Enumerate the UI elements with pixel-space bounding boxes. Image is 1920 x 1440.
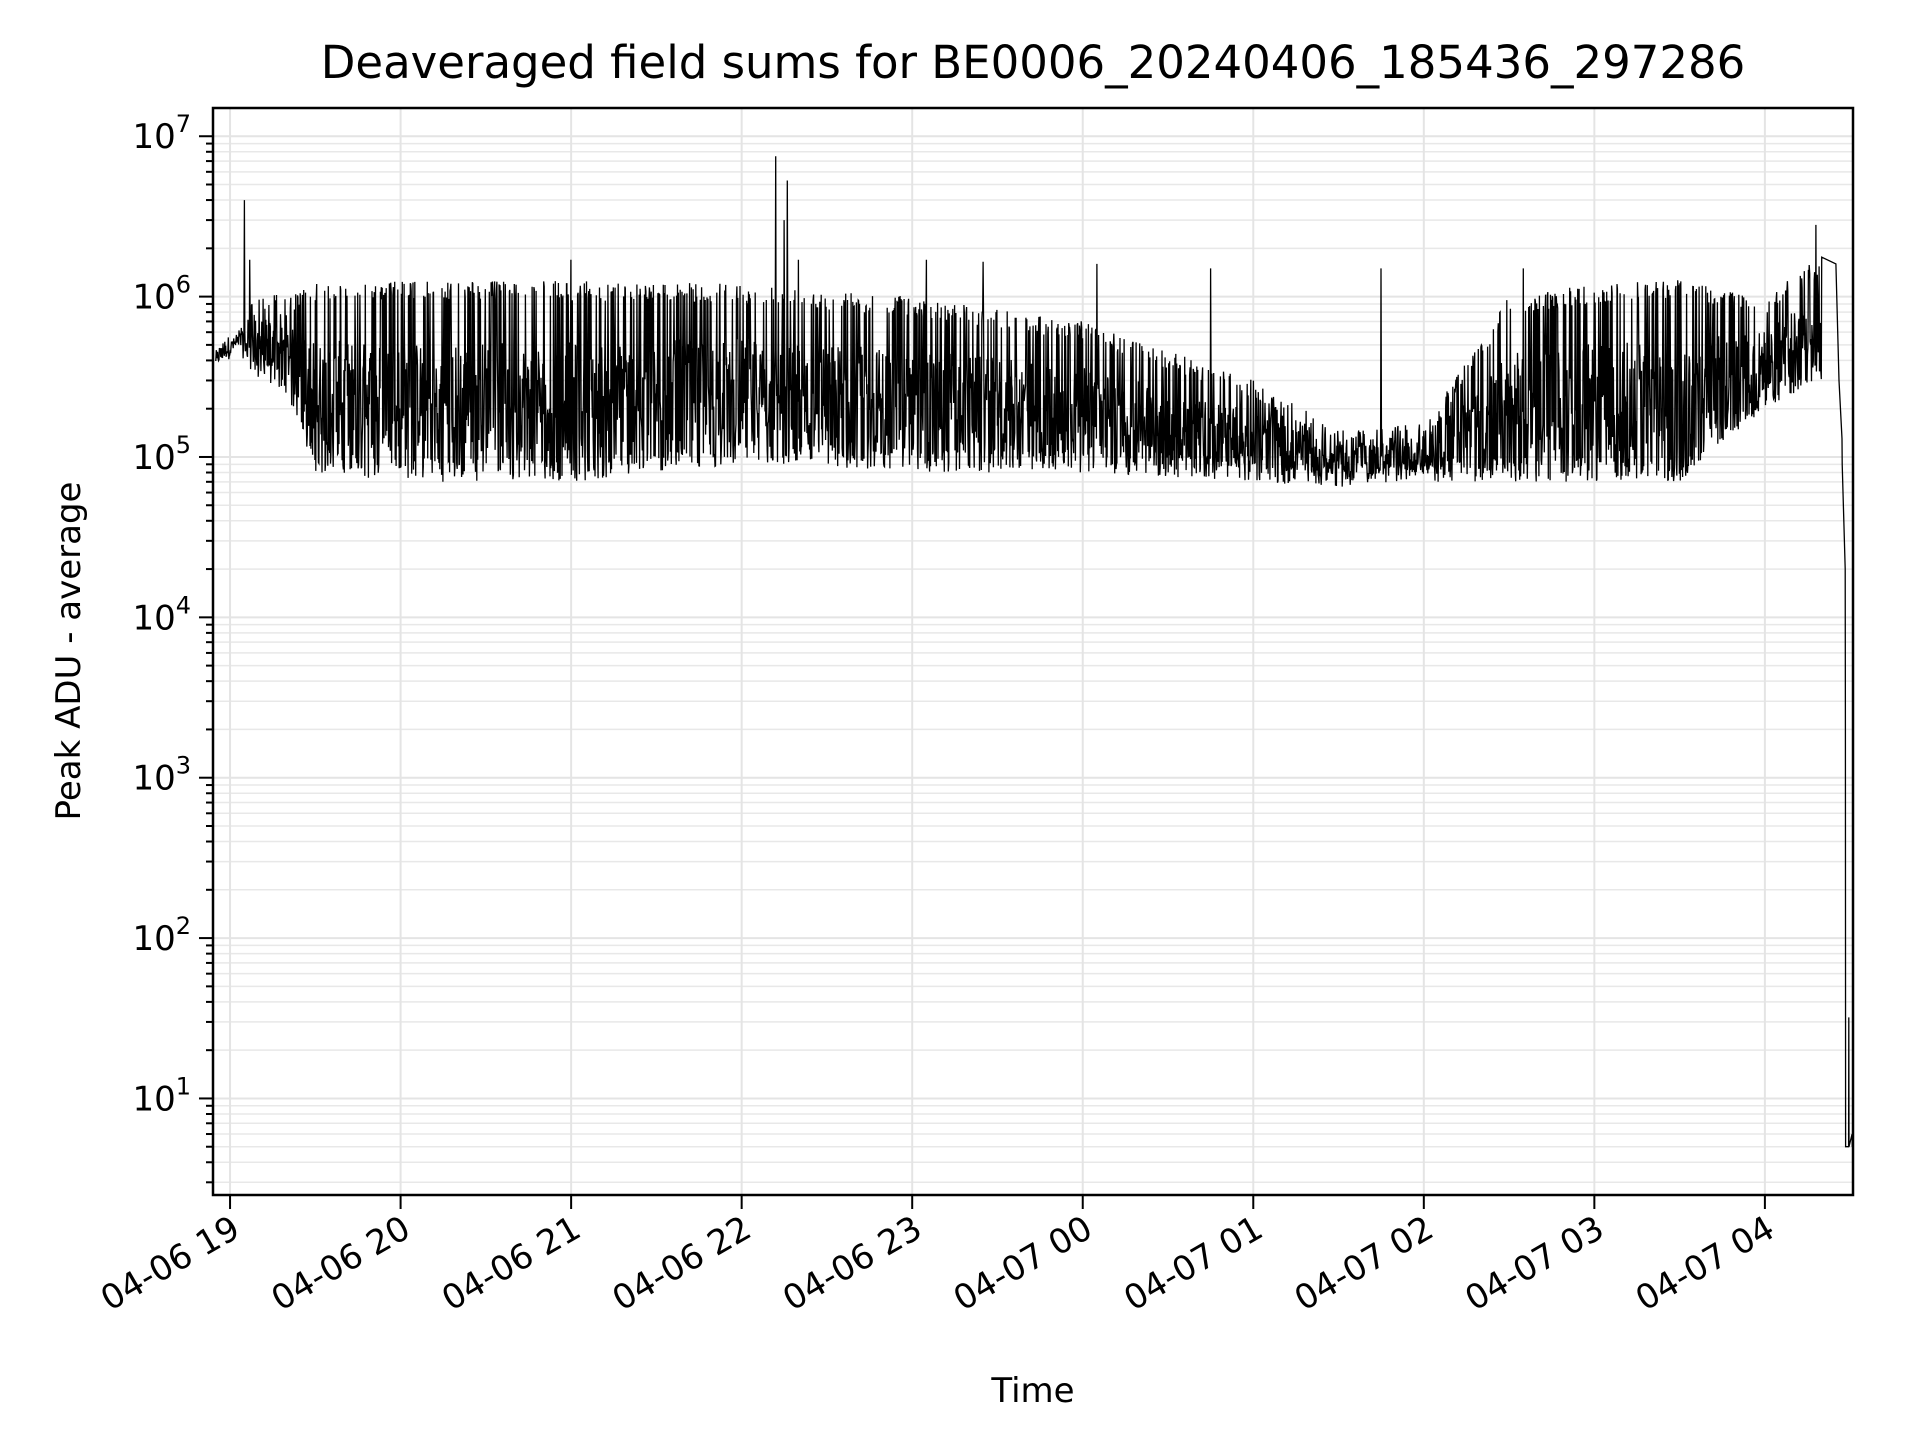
chart-title: Deaveraged field sums for BE0006_2024040… (321, 36, 1746, 89)
x-tick-label: 04-07 01 (1117, 1208, 1269, 1319)
x-axis: 04-06 19 04-06 20 04-06 21 04-06 22 04-06 23… (94, 1195, 1781, 1319)
y-tick-label: 107 (132, 110, 191, 157)
y-tick-label: 103 (132, 752, 191, 799)
x-tick-label: 04-07 03 (1458, 1208, 1610, 1319)
y-tick-label: 102 (132, 912, 191, 959)
x-tick-label: 04-07 02 (1288, 1208, 1440, 1319)
series-line (215, 156, 1853, 1148)
x-tick-label: 04-06 21 (435, 1208, 587, 1319)
x-tick-label: 04-06 22 (606, 1208, 758, 1319)
x-tick-label: 04-06 19 (94, 1208, 246, 1319)
x-axis-label: Time (990, 1371, 1074, 1411)
x-tick-label: 04-06 23 (776, 1208, 928, 1319)
y-axis-label: Peak ADU - average (49, 482, 89, 821)
grid (213, 108, 1853, 1195)
y-tick-label: 104 (132, 591, 191, 638)
y-tick-label: 105 (132, 431, 191, 478)
y-tick-label: 101 (132, 1072, 191, 1119)
x-tick-label: 04-07 00 (947, 1208, 1099, 1319)
y-axis: 101 102 103 104 105 106 107 (132, 110, 213, 1184)
y-tick-label: 106 (132, 271, 191, 318)
x-tick-label: 04-06 20 (265, 1208, 417, 1319)
data-line (215, 156, 1853, 1148)
x-tick-label: 04-07 04 (1629, 1208, 1781, 1319)
plot-frame (211, 106, 1855, 1197)
